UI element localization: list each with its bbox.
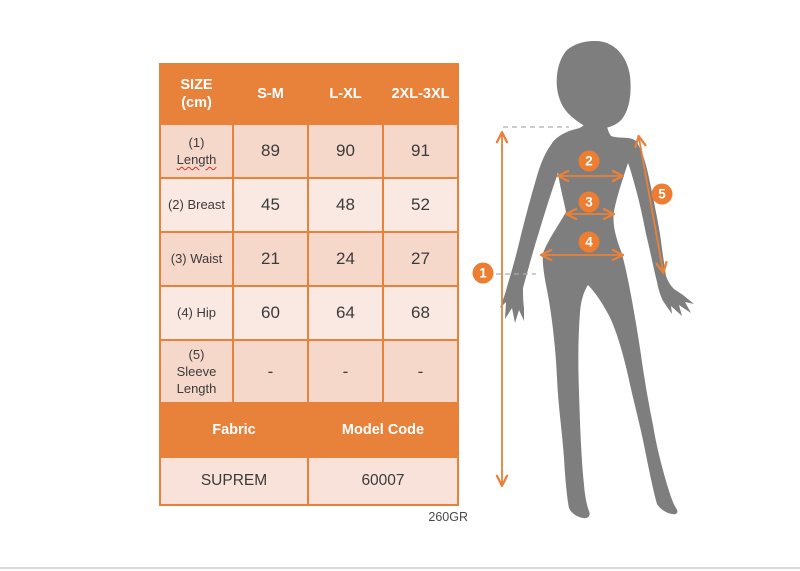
marker-number: 3 [585, 195, 593, 210]
value-length-lxl: 90 [309, 125, 382, 177]
size-table: SIZE (cm) S-M L-XL 2XL-3XL (1) Length 89… [159, 63, 459, 506]
marker-number: 1 [479, 266, 487, 281]
marker-number: 4 [585, 235, 593, 250]
row-label-waist: (3) Waist [161, 233, 232, 285]
figure-body [542, 121, 694, 519]
value-sleeve-sm: - [234, 341, 307, 402]
value-waist-lxl: 24 [309, 233, 382, 285]
figure-head [556, 40, 631, 130]
marker-hip: 4 [578, 231, 600, 253]
header-size-2xl3xl: 2XL-3XL [384, 65, 457, 123]
fabric-value: SUPREM [161, 458, 307, 504]
row-label-line: (3) Waist [170, 251, 223, 267]
value-length-2xl3xl: 91 [384, 125, 457, 177]
marker-waist: 3 [578, 191, 600, 213]
marker-number: 5 [658, 187, 666, 202]
bottom-divider [0, 567, 800, 569]
row-label-sleeve-length: (5) Sleeve Length [161, 341, 232, 402]
marker-sleeve: 5 [651, 183, 673, 205]
marker-number: 2 [585, 154, 593, 169]
footer-header-model-code: Model Code [309, 404, 457, 456]
sleeve-arrow [639, 138, 663, 271]
row-label-hip: (4) Hip [161, 287, 232, 339]
value-hip-sm: 60 [234, 287, 307, 339]
value-hip-lxl: 64 [309, 287, 382, 339]
value-waist-2xl3xl: 27 [384, 233, 457, 285]
row-label-length: (1) Length [161, 125, 232, 177]
value-hip-2xl3xl: 68 [384, 287, 457, 339]
female-silhouette-figure [500, 40, 694, 519]
value-length-sm: 89 [234, 125, 307, 177]
row-label-breast: (2) Breast [161, 179, 232, 231]
marker-length: 1 [472, 262, 494, 284]
row-label-line: (4) Hip [176, 305, 216, 321]
row-label-line: Sleeve [176, 363, 217, 379]
footer-header-fabric: Fabric [161, 404, 307, 456]
value-sleeve-2xl3xl: - [384, 341, 457, 402]
value-sleeve-lxl: - [309, 341, 382, 402]
row-label-line: (1) [188, 134, 205, 150]
row-label-line: Length [176, 152, 217, 167]
row-label-line: (5) [188, 346, 205, 362]
row-label-line: (2) Breast [167, 197, 226, 213]
value-breast-2xl3xl: 52 [384, 179, 457, 231]
weight-note: 260GR [428, 510, 468, 524]
header-size-sm: S-M [234, 65, 307, 123]
figure-left-arm [500, 140, 561, 323]
value-breast-sm: 45 [234, 179, 307, 231]
model-code-value: 60007 [309, 458, 457, 504]
header-size-unit: SIZE (cm) [161, 65, 232, 123]
header-size-lxl: L-XL [309, 65, 382, 123]
row-label-line: Length [176, 381, 217, 397]
value-waist-sm: 21 [234, 233, 307, 285]
marker-breast: 2 [578, 150, 600, 172]
value-breast-lxl: 48 [309, 179, 382, 231]
